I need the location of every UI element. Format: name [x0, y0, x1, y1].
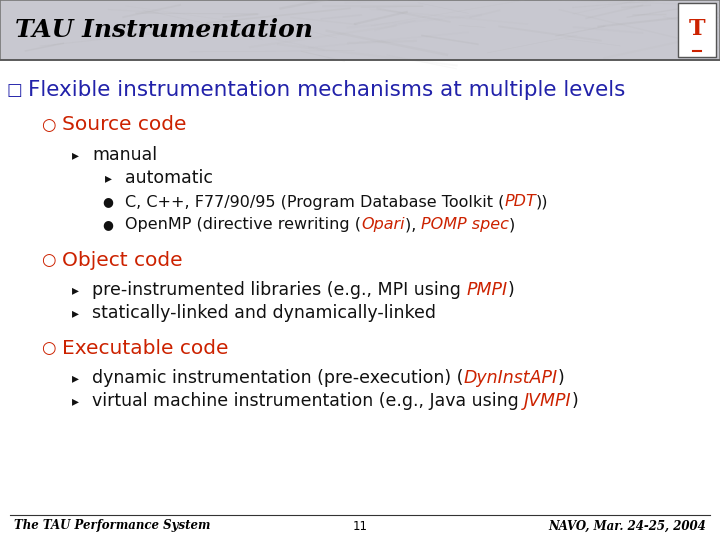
Text: pre-instrumented libraries (e.g., MPI using: pre-instrumented libraries (e.g., MPI us…: [92, 281, 467, 299]
Text: manual: manual: [92, 146, 157, 164]
Text: ○: ○: [41, 339, 55, 357]
Text: POMP spec: POMP spec: [421, 218, 509, 233]
Text: Opari: Opari: [361, 218, 405, 233]
Text: ): ): [508, 281, 514, 299]
Text: 11: 11: [353, 519, 367, 532]
Text: ): ): [557, 369, 564, 387]
Text: ▸: ▸: [71, 371, 78, 385]
Text: TAU Instrumentation: TAU Instrumentation: [15, 18, 313, 42]
Text: DynInstAPI: DynInstAPI: [464, 369, 557, 387]
Text: ▸: ▸: [71, 283, 78, 297]
Text: PDT: PDT: [505, 194, 536, 210]
Text: ▸: ▸: [71, 394, 78, 408]
Text: ○: ○: [41, 251, 55, 269]
Text: virtual machine instrumentation (e.g., Java using: virtual machine instrumentation (e.g., J…: [92, 392, 524, 410]
Text: The TAU Performance System: The TAU Performance System: [14, 519, 210, 532]
Text: T: T: [689, 18, 706, 40]
Text: )): )): [536, 194, 549, 210]
Text: C, C++, F77/90/95 (Program Database Toolkit (: C, C++, F77/90/95 (Program Database Tool…: [125, 194, 505, 210]
Text: ▸: ▸: [71, 306, 78, 320]
Text: dynamic instrumentation (pre-execution) (: dynamic instrumentation (pre-execution) …: [92, 369, 464, 387]
Text: ),: ),: [405, 218, 421, 233]
Text: ): ): [509, 218, 516, 233]
Text: ): ): [572, 392, 579, 410]
Text: JVMPI: JVMPI: [524, 392, 572, 410]
FancyBboxPatch shape: [0, 0, 720, 60]
Text: ●: ●: [102, 219, 114, 232]
Text: Source code: Source code: [62, 116, 186, 134]
Text: □: □: [6, 81, 22, 99]
Text: NAVO, Mar. 24-25, 2004: NAVO, Mar. 24-25, 2004: [548, 519, 706, 532]
Text: statically-linked and dynamically-linked: statically-linked and dynamically-linked: [92, 304, 436, 322]
Text: Executable code: Executable code: [62, 339, 228, 357]
Text: ○: ○: [41, 116, 55, 134]
Text: ●: ●: [102, 195, 114, 208]
Text: automatic: automatic: [125, 169, 213, 187]
Text: Flexible instrumentation mechanisms at multiple levels: Flexible instrumentation mechanisms at m…: [28, 80, 626, 100]
Text: Object code: Object code: [62, 251, 183, 269]
Text: OpenMP (directive rewriting (: OpenMP (directive rewriting (: [125, 218, 361, 233]
Text: PMPI: PMPI: [467, 281, 508, 299]
Text: ▸: ▸: [104, 171, 112, 185]
Text: ▸: ▸: [71, 148, 78, 162]
FancyBboxPatch shape: [678, 3, 716, 57]
